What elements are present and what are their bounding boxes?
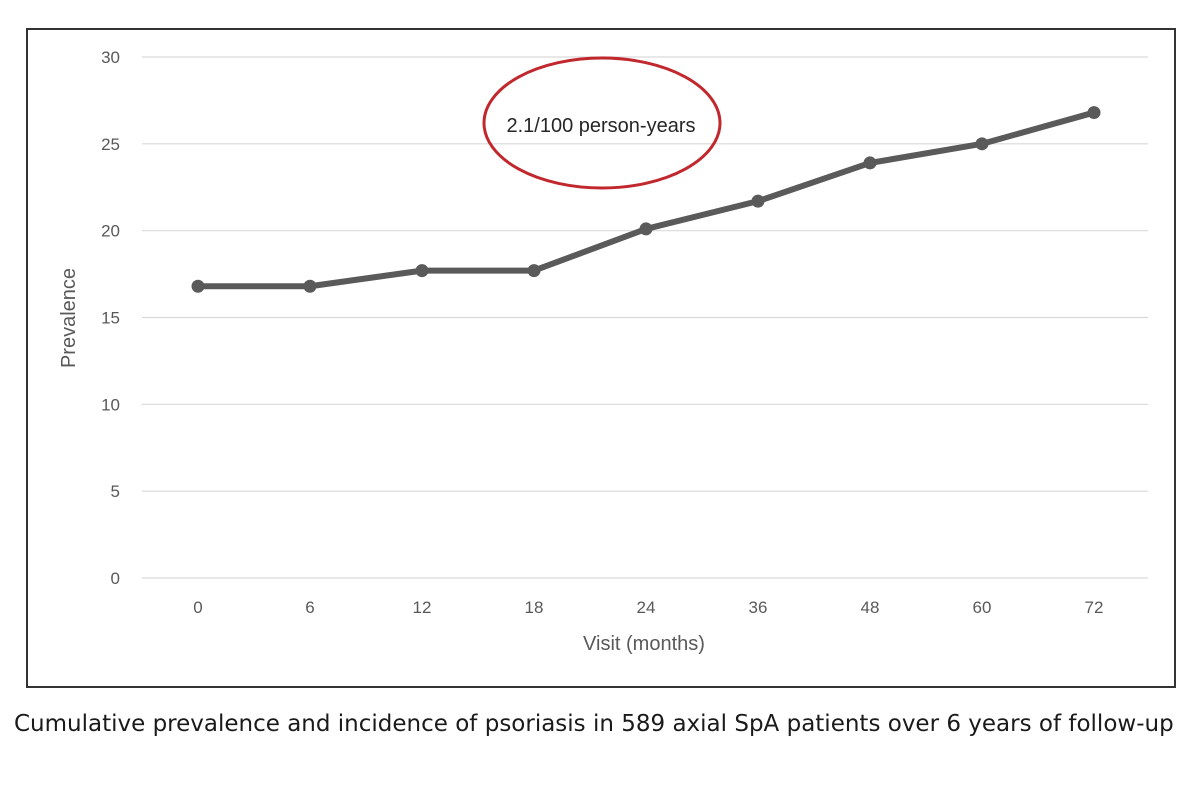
figure-caption: Cumulative prevalence and incidence of p… <box>14 711 1174 737</box>
data-point <box>303 279 317 293</box>
data-point <box>639 222 653 236</box>
y-tick-label: 5 <box>111 482 120 501</box>
line-chart: 0 5 10 15 20 25 30 0 6 12 18 24 36 48 60 72 Prevalence… <box>58 48 1148 655</box>
x-tick-label: 48 <box>861 598 880 617</box>
y-axis-ticks: 0 5 10 15 20 25 30 <box>101 48 120 588</box>
annotation-label: 2.1/100 person-years <box>506 115 695 137</box>
y-tick-label: 10 <box>101 395 120 414</box>
y-tick-label: 30 <box>101 48 120 67</box>
x-tick-label: 18 <box>525 598 544 617</box>
data-point <box>527 264 541 278</box>
x-tick-label: 12 <box>413 598 432 617</box>
data-point <box>1087 106 1101 120</box>
series-prevalence <box>191 106 1101 293</box>
y-tick-label: 25 <box>101 135 120 154</box>
data-point <box>751 194 765 208</box>
data-point <box>975 137 989 151</box>
incidence-annotation: 2.1/100 person-years <box>482 56 722 190</box>
x-tick-label: 24 <box>637 598 656 617</box>
x-tick-label: 72 <box>1085 598 1104 617</box>
data-point <box>863 156 877 170</box>
data-point <box>191 279 205 293</box>
y-tick-label: 15 <box>101 309 120 328</box>
chart-frame: 0 5 10 15 20 25 30 0 6 12 18 24 36 48 60 72 Prevalence… <box>26 28 1176 688</box>
x-tick-label: 0 <box>193 598 202 617</box>
series-line <box>195 109 1097 290</box>
y-tick-label: 20 <box>101 222 120 241</box>
data-point <box>415 264 429 278</box>
annotation-ellipse <box>482 56 722 190</box>
x-tick-label: 60 <box>973 598 992 617</box>
x-axis-title: Visit (months) <box>583 633 705 655</box>
y-axis-title: Prevalence <box>58 268 80 368</box>
x-tick-label: 36 <box>749 598 768 617</box>
y-tick-label: 0 <box>111 569 120 588</box>
x-axis-ticks: 0 6 12 18 24 36 48 60 72 <box>193 598 1103 617</box>
x-tick-label: 6 <box>305 598 314 617</box>
